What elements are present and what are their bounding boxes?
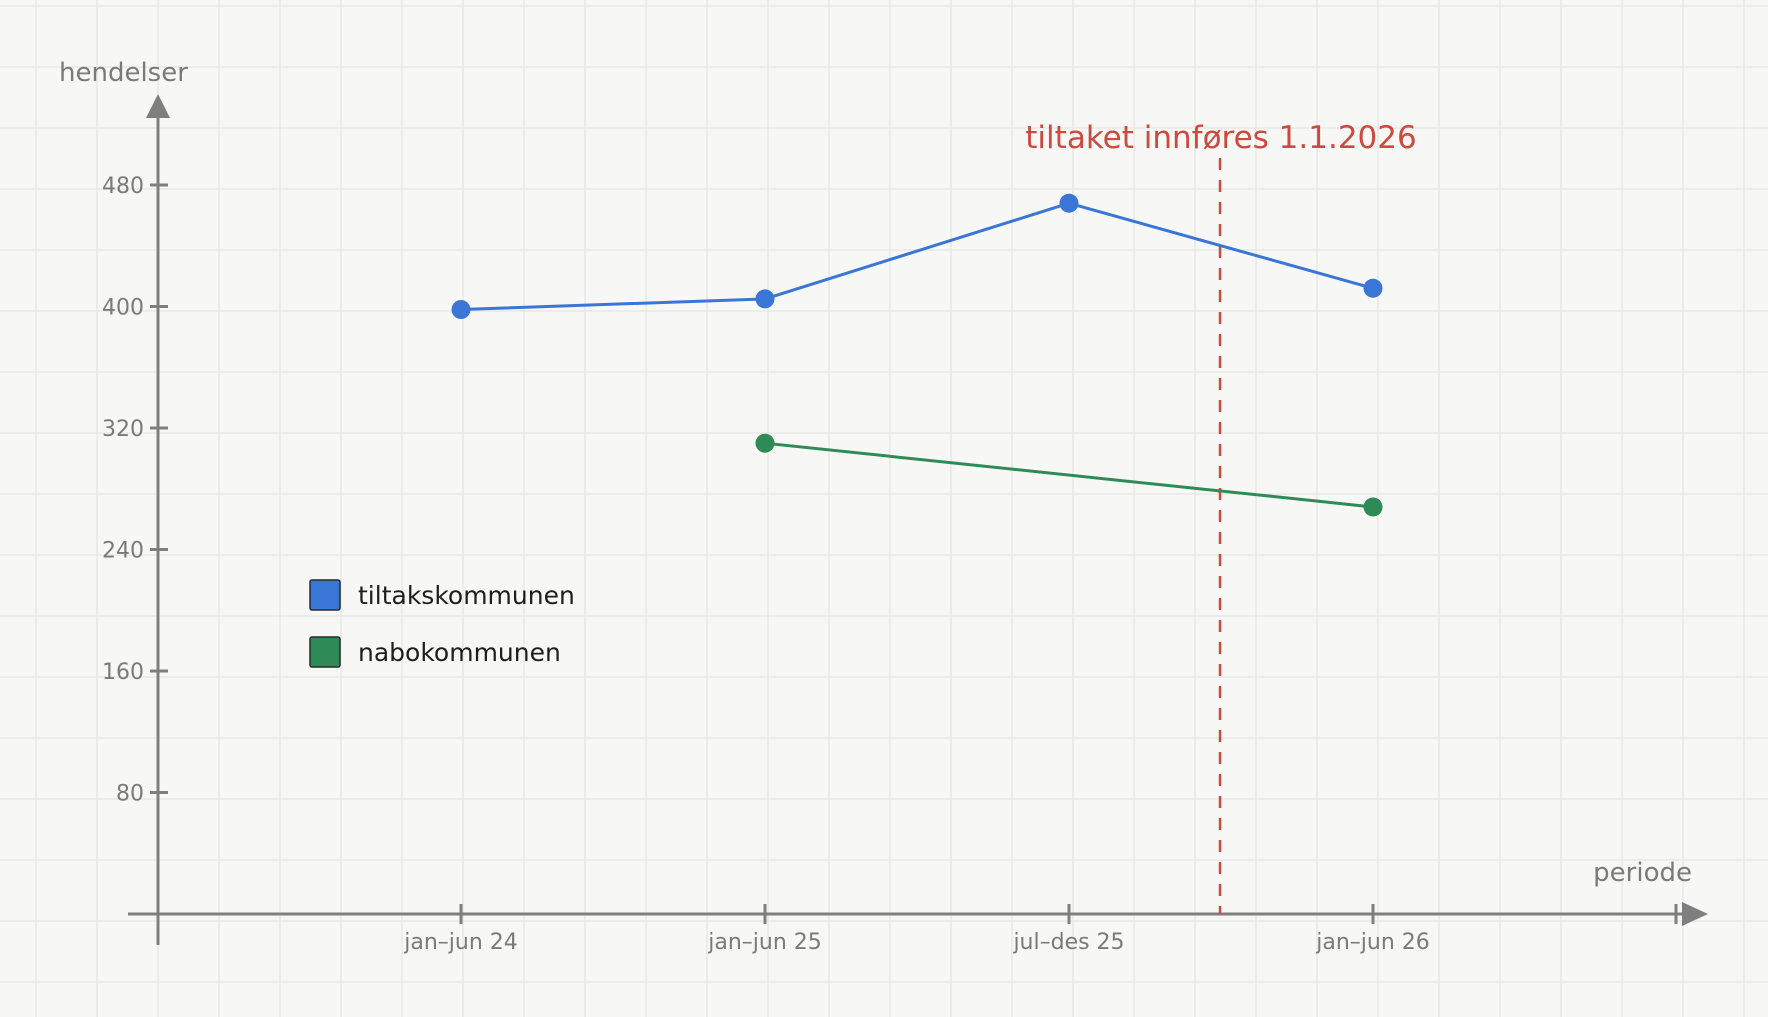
series-tiltakskommunen: [451, 193, 1383, 320]
annotation: tiltaket innføres 1.1.2026: [1025, 120, 1417, 914]
y-tick-label: 240: [102, 539, 144, 564]
y-axis-title: hendelser: [59, 58, 188, 88]
series-line: [764, 441, 1374, 509]
y-tick-label: 480: [102, 174, 144, 199]
y-tick-label: 160: [102, 660, 144, 685]
data-point: [1059, 193, 1079, 213]
y-tick-label: 80: [116, 782, 144, 807]
legend-swatch: [309, 636, 341, 668]
y-tick-label: 320: [102, 417, 144, 442]
legend-swatch: [309, 579, 341, 611]
x-tick-label: jan–jun 26: [1315, 930, 1430, 955]
data-point: [755, 289, 775, 309]
data-point: [1363, 497, 1383, 517]
data-point: [1363, 278, 1383, 298]
legend-label: nabokommunen: [358, 638, 561, 667]
annotation-label: tiltaket innføres 1.1.2026: [1025, 120, 1416, 156]
series-line: [460, 201, 1374, 312]
x-tick-label: jan–jun 24: [403, 930, 518, 955]
y-axis-arrow: [146, 94, 170, 118]
series: [451, 193, 1383, 517]
legend-label: tiltakskommunen: [358, 581, 575, 610]
x-tick-label: jul–des 25: [1012, 930, 1124, 955]
ticks: 80 160 240 320 400 480 jan–jun 24 jan–jun 25 jul…: [102, 174, 1678, 955]
x-axis-title: periode: [1593, 858, 1692, 888]
x-axis-arrow: [1682, 902, 1708, 926]
legend: tiltakskommunen nabokommunen: [309, 579, 575, 668]
axes: hendelser periode: [59, 58, 1708, 945]
series-nabokommunen: [755, 433, 1383, 517]
data-point: [755, 433, 775, 453]
y-tick-label: 400: [102, 296, 144, 321]
data-point: [451, 300, 471, 320]
x-tick-label: jan–jun 25: [707, 930, 822, 955]
